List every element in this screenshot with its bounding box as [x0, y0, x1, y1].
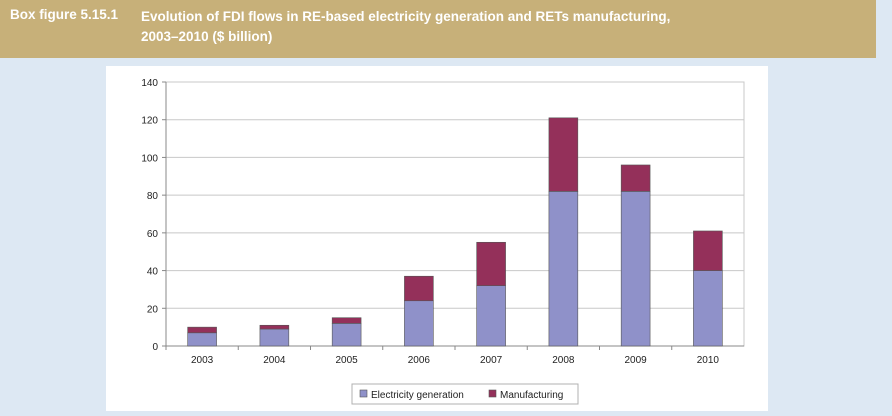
bar-manufacturing-2010 — [693, 230, 723, 271]
figure-label: Box figure 5.15.1 — [10, 7, 119, 22]
legend-label: Electricity generation — [371, 390, 464, 401]
stacked-bar-chart: 0 20 40 60 80 100 120 140 2003 2004 2005 2006 2007 20… — [141, 78, 745, 405]
bar-manufacturing-2005 — [331, 317, 362, 324]
x-tick-label: 2010 — [697, 355, 720, 366]
chart-panel: 0 20 40 60 80 100 120 140 2003 2004 2005 2006 2007 20… — [106, 66, 768, 411]
bar-manufacturing-2008 — [548, 117, 579, 192]
y-tick-label: 0 — [152, 342, 158, 353]
x-tick-label: 2003 — [191, 355, 214, 366]
x-tick-label: 2005 — [336, 355, 359, 366]
figure-title-bar: Box figure 5.15.1 Evolution of FDI flows… — [0, 0, 876, 58]
y-tick-label: 20 — [147, 304, 159, 315]
axes — [162, 81, 745, 350]
bar-electricity-generation-2007 — [476, 285, 506, 347]
y-tick-label: 60 — [147, 229, 159, 240]
tick-labels: 0 20 40 60 80 100 120 140 2003 2004 2005 2006 2007 20… — [141, 78, 719, 366]
x-tick-label: 2009 — [625, 355, 648, 366]
figure-title: Evolution of FDI flows in RE-based elect… — [141, 7, 841, 47]
bar-electricity-generation-2003 — [187, 332, 217, 347]
figure-title-line-1: Evolution of FDI flows in RE-based elect… — [141, 9, 671, 24]
legend-swatch — [488, 389, 497, 398]
x-tick-label: 2007 — [480, 355, 503, 366]
gridlines — [166, 81, 744, 309]
bar-electricity-generation-2004 — [259, 328, 290, 347]
figure-title-line-2: 2003–2010 ($ billion) — [141, 29, 273, 44]
bar-manufacturing-2006 — [404, 275, 434, 302]
legend-label: Manufacturing — [500, 390, 563, 401]
x-tick-label: 2008 — [552, 355, 575, 366]
bar-manufacturing-2009 — [620, 164, 651, 192]
legend: Electricity generation Manufacturing — [351, 383, 579, 405]
bar-electricity-generation-2006 — [404, 300, 434, 347]
bar-electricity-generation-2005 — [331, 323, 362, 347]
x-tick-label: 2004 — [263, 355, 286, 366]
y-tick-label: 100 — [141, 153, 158, 164]
bar-manufacturing-2003 — [187, 326, 217, 334]
bar-electricity-generation-2010 — [693, 270, 723, 347]
x-tick-label: 2006 — [408, 355, 431, 366]
bar-manufacturing-2007 — [476, 241, 506, 286]
legend-swatch — [359, 389, 368, 398]
legend-box — [351, 383, 579, 405]
y-tick-label: 40 — [147, 267, 159, 278]
bars — [187, 117, 723, 347]
plot-area-border — [165, 81, 745, 347]
y-tick-label: 140 — [141, 78, 158, 89]
y-tick-label: 120 — [141, 116, 158, 127]
bar-electricity-generation-2009 — [620, 191, 651, 347]
bar-electricity-generation-2008 — [548, 191, 579, 347]
y-tick-label: 80 — [147, 191, 159, 202]
bar-manufacturing-2004 — [259, 324, 290, 330]
